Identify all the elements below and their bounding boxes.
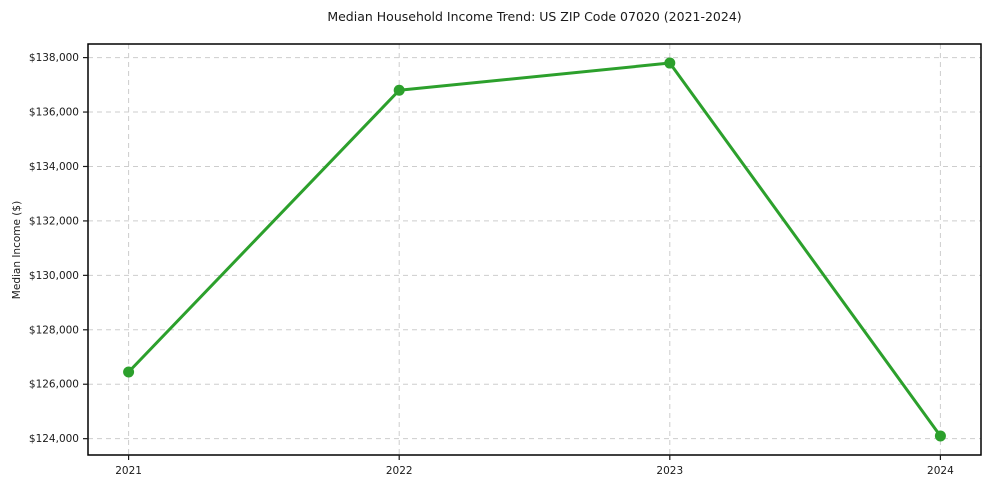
chart-title: Median Household Income Trend: US ZIP Co… [327,9,742,24]
y-tick-label: $136,000 [29,107,79,119]
x-tick-label: 2024 [927,465,954,477]
x-tick-label: 2021 [115,465,142,477]
y-tick-label: $130,000 [29,270,79,282]
data-point-marker [393,84,405,96]
plot-border [87,43,982,456]
y-tick-label: $132,000 [29,215,79,227]
data-point-marker [123,366,135,378]
y-tick-label: $124,000 [29,433,79,445]
data-point-marker [934,430,946,442]
x-tick-label: 2023 [656,465,683,477]
y-tick-label: $128,000 [29,324,79,336]
data-point-marker [664,57,676,69]
x-tick-label: 2022 [386,465,413,477]
trend-line [127,61,942,438]
y-tick-label: $126,000 [29,379,79,391]
y-tick-label: $138,000 [29,52,79,64]
y-tick-label: $134,000 [29,161,79,173]
